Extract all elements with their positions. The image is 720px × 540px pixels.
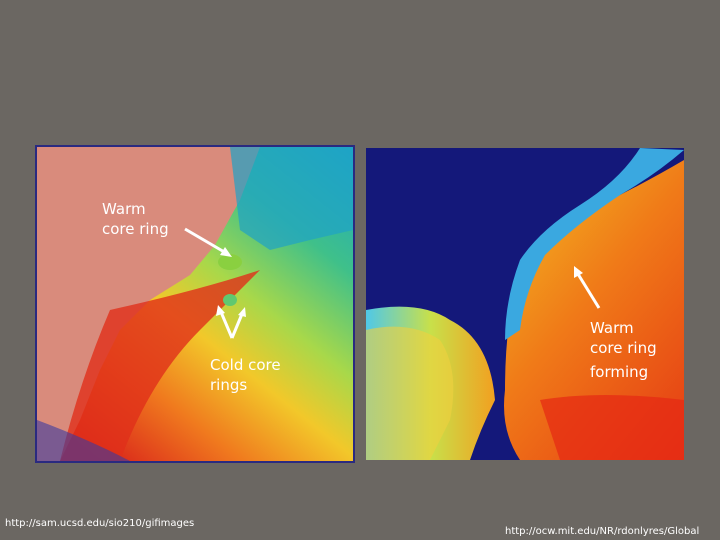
warm-label-line: core ring (102, 220, 169, 238)
warm-label-line: core ring (590, 339, 657, 357)
warm-label-line: Warm (102, 200, 146, 218)
source-url: http://sam.ucsd.edu/sio210/gifimages (5, 518, 194, 529)
source-url: http://ocw.mit.edu/NR/rdonlyres/Global (505, 526, 699, 537)
cold-label-line: rings (210, 376, 247, 394)
warm-label-line: Warm (590, 319, 634, 337)
right-image: Warm core ring forming (366, 148, 684, 460)
left-image: Warm core ring Cold core rings (35, 145, 355, 463)
cold-label-line: Cold core (210, 356, 281, 374)
warm-label-line: forming (590, 363, 648, 381)
